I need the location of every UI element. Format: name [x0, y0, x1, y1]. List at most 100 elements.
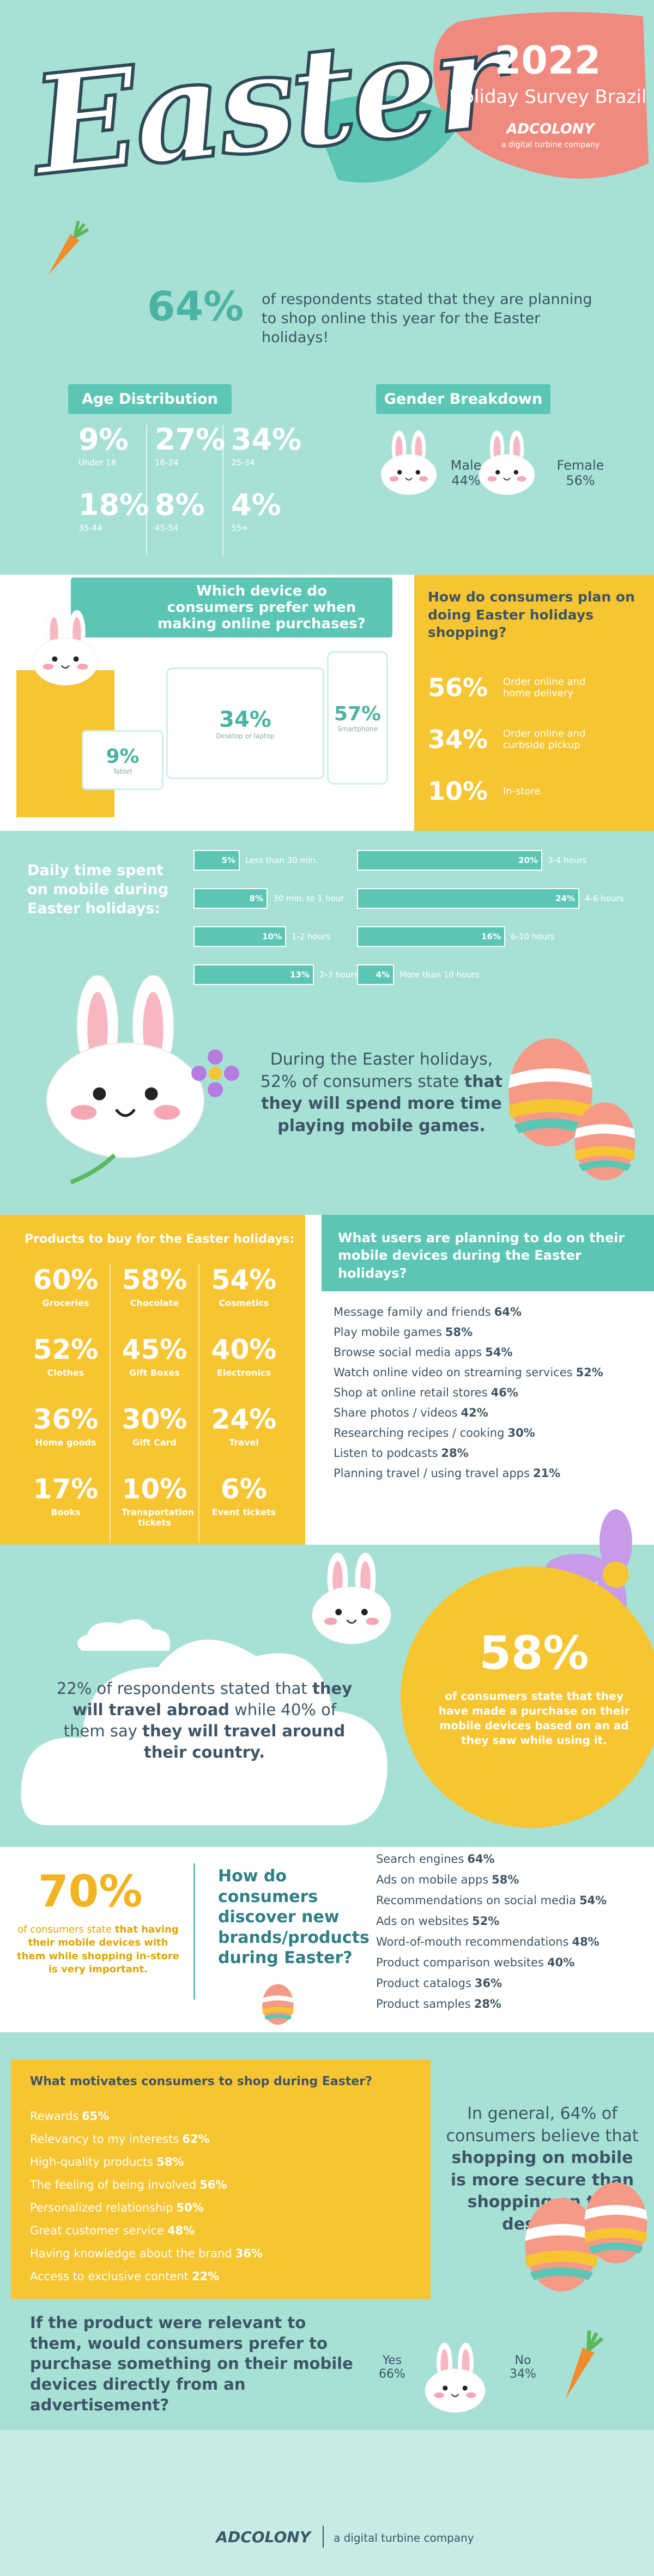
product-label: Cosmetics	[219, 1298, 269, 1308]
footer-divider	[323, 2526, 324, 2548]
gender-item: Female 56%	[550, 458, 610, 488]
category-label: 30 min. to 1 hour	[273, 894, 344, 903]
carrot	[546, 2322, 615, 2413]
list-item: Listen to podcasts 28%	[334, 1447, 603, 1467]
category-label: 3-4 hours	[548, 855, 587, 865]
discovery-list: Search engines 64% Ads on mobile apps 58% Re…	[376, 1852, 607, 2018]
bar-row: 24% 4-6 hours	[357, 888, 623, 909]
list-item: Product comparison websites 40%	[376, 1956, 607, 1977]
age-value: 18%	[78, 488, 149, 522]
product: 45% Gift Boxes	[111, 1334, 199, 1404]
yes-label: Yes	[382, 2354, 402, 2367]
product-label: Home goods	[35, 1437, 96, 1448]
product: 58% Chocolate	[111, 1264, 199, 1334]
list-item: Ads on websites 52%	[376, 1915, 607, 1935]
bar-row: 10% 1-2 hours	[193, 926, 330, 947]
product-label: Groceries	[42, 1298, 89, 1308]
gender-label: Female	[556, 458, 604, 473]
bar-row: 13% 2-3 hours	[193, 964, 358, 985]
stat-circle	[401, 1566, 654, 1828]
egg	[574, 1102, 635, 1181]
security-text: In general, 64% of consumers believe tha…	[441, 2103, 643, 2235]
product-value: 40%	[211, 1334, 277, 1365]
bar: 8%	[193, 888, 268, 909]
list-item: Relevancy to my interests 62%	[30, 2133, 263, 2155]
product-label: Books	[51, 1507, 81, 1517]
item-label: Having knowledge about the brand	[30, 2247, 232, 2260]
gender-item: Male 44%	[436, 458, 496, 488]
age-cell: 27% 18-24	[147, 422, 226, 490]
item-label: The feeling of being involved	[30, 2178, 197, 2191]
product-label: Clothes	[47, 1368, 84, 1378]
item-label: Listen to podcasts	[334, 1447, 438, 1460]
product: 17% Books	[22, 1473, 111, 1543]
item-label: Browse social media apps	[334, 1346, 482, 1359]
list-item: Product samples 28%	[376, 1997, 607, 2018]
gender-label: Male	[450, 458, 482, 473]
subtitle: Holiday Survey Brazil	[449, 86, 647, 108]
age-label: 45-54	[155, 523, 179, 533]
device-question: Which device do consumers prefer when ma…	[71, 578, 392, 637]
age-label: 25-34	[231, 458, 255, 467]
item-label: Rewards	[30, 2110, 79, 2123]
plan-label: Order online and home delivery	[503, 676, 586, 699]
ad-text: of consumers state that they have made a…	[438, 1690, 630, 1747]
activities-list: Message family and friends 64% Play mobile…	[334, 1305, 603, 1487]
bunny	[420, 2343, 491, 2414]
list-item: Product catalogs 36%	[376, 1977, 607, 1997]
list-item: High-quality products 58%	[30, 2155, 263, 2178]
category-label: 2-3 hours	[319, 970, 359, 980]
no-value: 34%	[510, 2367, 536, 2381]
gender-value: 44%	[451, 473, 481, 488]
item-label: Great customer service	[30, 2224, 164, 2237]
product-value: 24%	[211, 1404, 277, 1435]
category-label: 6-10 hours	[511, 932, 555, 941]
gender-items: Male 44% Female 56%	[436, 458, 632, 501]
bar-row: 5% Less than 30 min.	[193, 850, 318, 871]
instore-text: of consumers state that having their mob…	[16, 1923, 180, 1976]
plan-value: 56%	[428, 673, 488, 702]
value-label: 8%	[249, 894, 263, 903]
item-label: Product catalogs	[376, 1977, 471, 1990]
products-grid: 60% Groceries 58% Chocolate 54% Cosmetics 52% C…	[22, 1264, 289, 1543]
age-value: 8%	[155, 488, 205, 522]
item-label: Watch online video on streaming services	[334, 1366, 573, 1379]
product-label: Gift Card	[132, 1437, 177, 1448]
list-item: Having knowledge about the brand 36%	[30, 2247, 263, 2270]
age-cell: 9% Under 18	[71, 425, 147, 490]
activities-title: What users are planning to do on their m…	[322, 1215, 654, 1291]
category-label: 4-6 hours	[585, 894, 624, 903]
text-part: they will travel around their country.	[142, 1722, 346, 1762]
text-part: During the Easter holidays, 52% of consu…	[260, 1050, 493, 1091]
bar: 13%	[193, 964, 314, 985]
item-value: 65%	[82, 2110, 110, 2123]
product-value: 17%	[33, 1473, 99, 1505]
item-value: 54%	[485, 1346, 513, 1359]
item-value: 36%	[474, 1977, 502, 1990]
list-item: Message family and friends 64%	[334, 1305, 603, 1326]
item-value: 58%	[445, 1326, 473, 1339]
item-value: 64%	[494, 1305, 522, 1319]
item-value: 58%	[492, 1873, 519, 1886]
item-value: 56%	[199, 2178, 227, 2191]
plan: 56% Order online and home delivery	[428, 673, 612, 702]
device-label: Smartphone	[337, 725, 378, 733]
item-label: Personalized relationship	[30, 2201, 173, 2214]
item-value: 28%	[474, 1997, 501, 2010]
no-label: No	[514, 2354, 531, 2367]
product: 52% Clothes	[22, 1334, 111, 1404]
list-item: Watch online video on streaming services…	[334, 1366, 603, 1386]
item-value: 62%	[182, 2133, 210, 2146]
egg	[262, 1984, 294, 2025]
intro-stat: 64%	[147, 283, 244, 330]
cloud-small	[77, 1619, 170, 1651]
product-value: 54%	[211, 1264, 277, 1296]
age-value: 27%	[155, 422, 226, 457]
list-item: Rewards 65%	[30, 2110, 263, 2133]
motivation-title: What motivates consumers to shop during …	[30, 2075, 372, 2088]
list-item: Word-of-mouth recommendations 48%	[376, 1935, 607, 1956]
product-value: 30%	[122, 1404, 187, 1435]
